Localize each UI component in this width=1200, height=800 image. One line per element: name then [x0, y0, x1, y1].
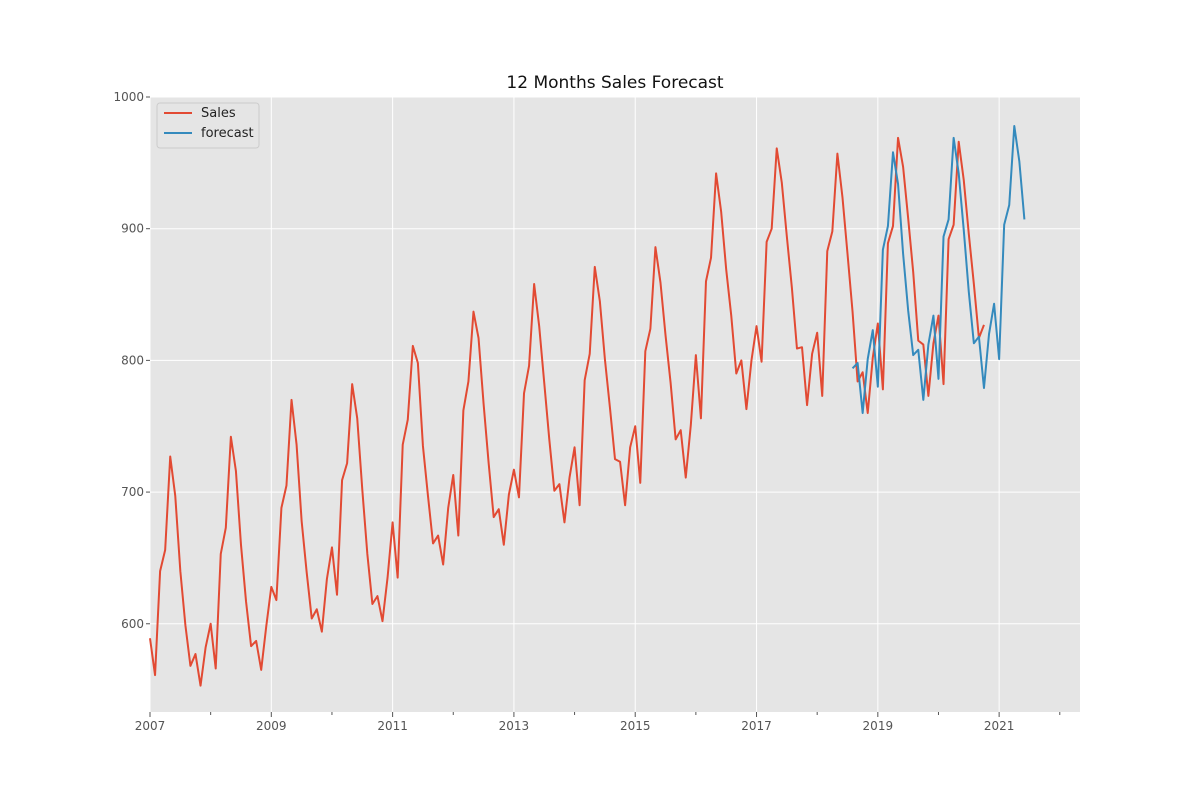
legend-box	[156, 102, 260, 149]
y-tick-label: 1000	[113, 90, 144, 104]
series-line-forecast	[851, 124, 1026, 415]
x-tick-label: 2017	[741, 719, 772, 733]
x-tick-label: 2013	[499, 719, 530, 733]
axis-ticks: 600 700 800 900 1000 2007 2009 2011 2013 2015 2017…	[113, 90, 1061, 733]
legend-label-sales: Sales	[201, 106, 236, 121]
y-tick-label: 800	[121, 353, 144, 367]
x-tick-label: 2011	[377, 719, 408, 733]
y-tick-label: 900	[121, 222, 144, 236]
x-tick-label: 2009	[256, 719, 287, 733]
plot-area	[150, 97, 1080, 712]
x-tick-label: 2021	[984, 719, 1015, 733]
grid-lines	[149, 96, 1080, 712]
series-lines	[149, 124, 1026, 687]
chart-title: 12 Months Sales Forecast	[506, 73, 723, 93]
x-tick-label: 2019	[863, 719, 894, 733]
series-line-sales	[149, 136, 985, 687]
x-tick-label: 2015	[620, 719, 651, 733]
y-tick-label: 600	[121, 617, 144, 631]
y-tick-label: 700	[121, 485, 144, 499]
x-tick-label: 2007	[135, 719, 166, 733]
legend: Sales forecast	[156, 102, 260, 149]
legend-label-forecast: forecast	[201, 126, 254, 141]
